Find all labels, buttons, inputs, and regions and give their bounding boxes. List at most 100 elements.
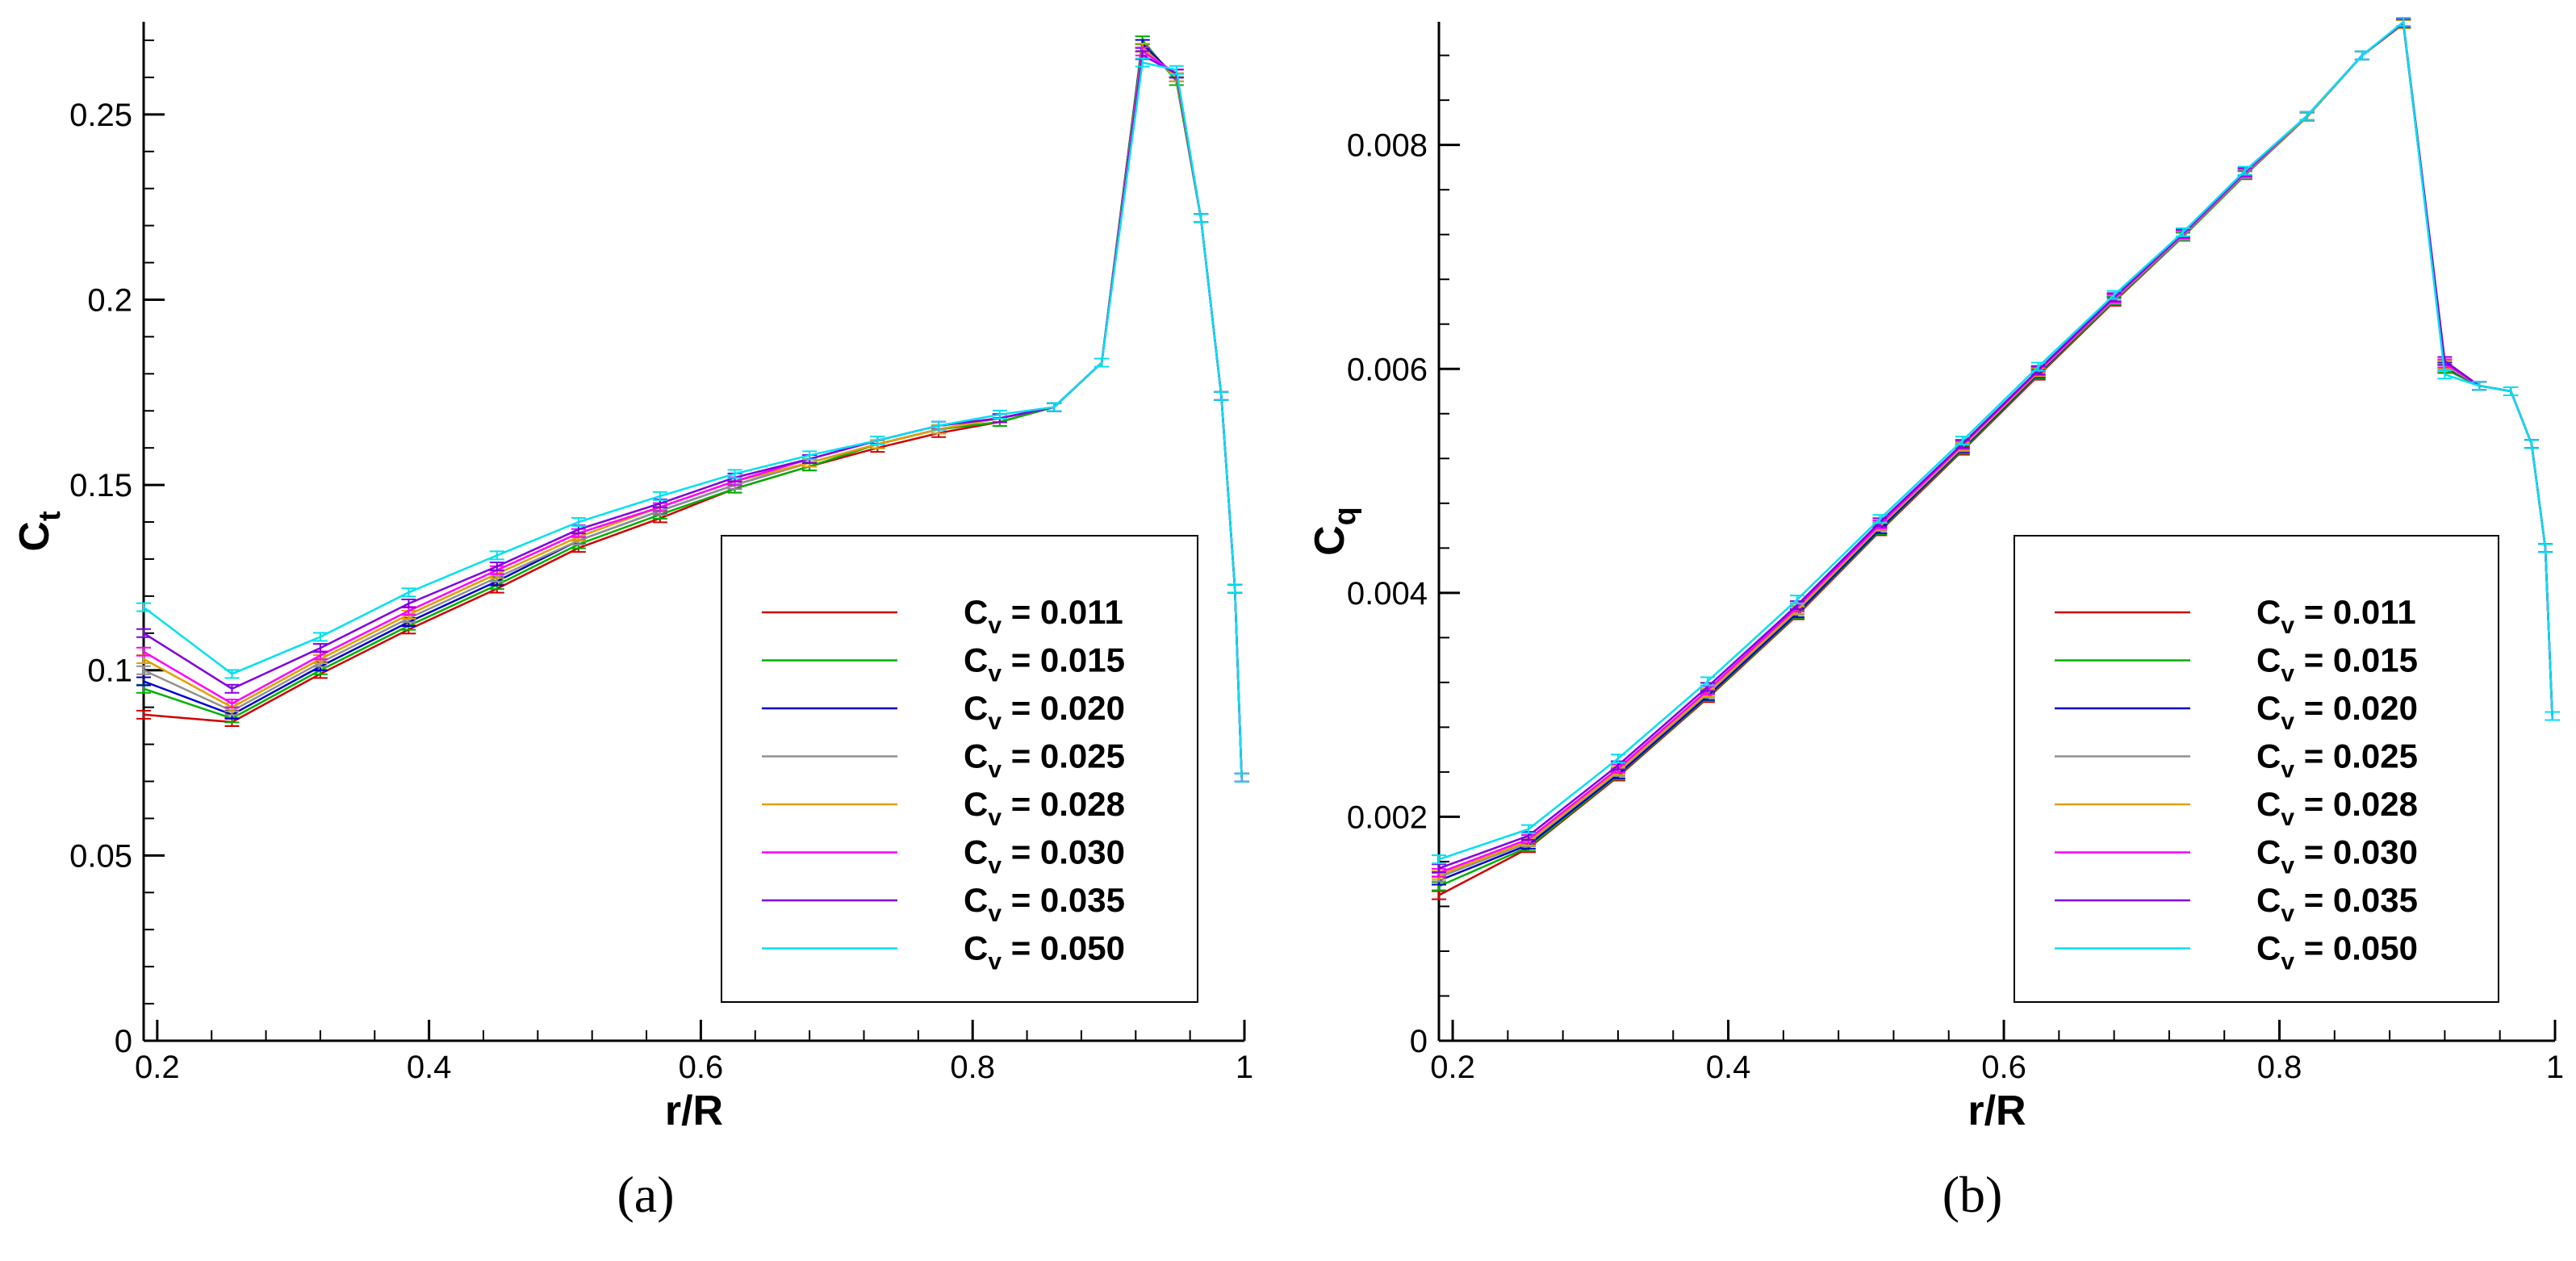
data-point xyxy=(870,435,885,445)
data-point xyxy=(652,491,667,501)
legend-entry-main: C xyxy=(2256,593,2281,631)
y-tick-label: 0.2 xyxy=(87,282,132,318)
legend-entry: Cv = 0.028 xyxy=(964,785,1125,831)
legend-entry-value: = 0.011 xyxy=(2294,593,2416,631)
y-tick-label: 0.008 xyxy=(1347,128,1428,164)
panel-caption: (a) xyxy=(617,1166,674,1223)
legend-entry-sub: v xyxy=(988,757,1002,783)
data-point xyxy=(727,469,742,479)
y-tick-label: 0.15 xyxy=(69,468,132,503)
legend-entry-main: C xyxy=(964,833,988,871)
legend-entry-value: = 0.035 xyxy=(2294,881,2418,919)
data-point xyxy=(2503,386,2519,397)
x-tick-label: 0.8 xyxy=(950,1050,995,1085)
data-point xyxy=(2437,356,2453,366)
data-point xyxy=(1700,676,1715,687)
x-tick-label: 0.2 xyxy=(135,1050,180,1085)
legend-entry-value: = 0.025 xyxy=(2294,737,2418,775)
legend-entry-value: = 0.050 xyxy=(2294,929,2418,967)
legend-entry-sub: v xyxy=(988,661,1002,687)
data-point xyxy=(136,628,151,638)
legend-entry-sub: v xyxy=(2281,612,2294,639)
data-point xyxy=(489,550,504,561)
x-tick-label: 1 xyxy=(1236,1050,1253,1085)
y-tick-label: 0.25 xyxy=(69,98,132,133)
data-point xyxy=(1227,583,1243,594)
data-point xyxy=(224,683,240,694)
y-tick-label: 0.05 xyxy=(69,838,132,874)
legend-entry-sub: v xyxy=(2281,900,2294,927)
y-tick-label: 0.006 xyxy=(1347,352,1428,387)
data-point xyxy=(312,643,328,653)
x-tick-label: 0.8 xyxy=(2257,1050,2302,1085)
y-axis-label-main: C xyxy=(1307,525,1353,556)
legend-entry-value: = 0.030 xyxy=(2294,833,2418,871)
y-tick-label: 0.1 xyxy=(87,653,132,689)
legend-entry: Cv = 0.025 xyxy=(964,737,1125,783)
legend-entry: Cv = 0.025 xyxy=(2256,737,2418,783)
legend-entry-main: C xyxy=(964,641,988,679)
x-axis-label: r/R xyxy=(665,1088,723,1134)
legend-entry: Cv = 0.050 xyxy=(964,929,1125,975)
y-tick-label: 0.004 xyxy=(1347,576,1428,612)
data-point xyxy=(1214,390,1229,401)
data-point xyxy=(136,602,151,612)
legend-entry-value: = 0.020 xyxy=(1002,689,1125,727)
data-point xyxy=(136,676,151,687)
data-point xyxy=(1520,824,1536,834)
data-point xyxy=(1610,754,1625,764)
legend-entry: Cv = 0.030 xyxy=(964,833,1125,879)
legend-entry: Cv = 0.011 xyxy=(964,593,1123,639)
legend-entry-sub: v xyxy=(2281,661,2294,687)
series-line-7 xyxy=(143,61,1243,778)
legend-entry-main: C xyxy=(2256,737,2281,775)
y-axis-label-main: C xyxy=(11,521,58,552)
legend-entry-sub: v xyxy=(988,612,1002,639)
x-tick-label: 1 xyxy=(2546,1050,2564,1085)
x-tick-label: 0.6 xyxy=(1981,1050,2026,1085)
legend-entry: Cv = 0.020 xyxy=(964,689,1125,735)
y-tick-label: 0.002 xyxy=(1347,800,1428,835)
legend-entry-main: C xyxy=(2256,833,2281,871)
legend-box xyxy=(2014,535,2499,1003)
x-tick-label: 0.4 xyxy=(1706,1050,1751,1085)
y-axis-label: Ct xyxy=(11,511,67,552)
data-point xyxy=(1789,595,1804,605)
data-point xyxy=(224,699,240,709)
legend-entry-main: C xyxy=(2256,689,2281,727)
data-point xyxy=(2538,543,2553,553)
legend-entry-sub: v xyxy=(988,949,1002,975)
legend-entry-value: = 0.015 xyxy=(2294,641,2418,679)
y-axis-label-sub: q xyxy=(1328,507,1362,525)
legend-entry: Cv = 0.030 xyxy=(2256,833,2418,879)
legend-entry-sub: v xyxy=(988,900,1002,927)
legend-entry-sub: v xyxy=(2281,853,2294,879)
legend-entry-value: = 0.030 xyxy=(1002,833,1125,871)
data-point xyxy=(931,420,947,431)
x-tick-label: 0.2 xyxy=(1430,1050,1475,1085)
data-point xyxy=(2524,439,2539,449)
y-axis-label-sub: t xyxy=(33,511,67,521)
data-point xyxy=(2545,711,2560,721)
data-point xyxy=(2354,50,2369,61)
legend-entry-main: C xyxy=(2256,929,2281,967)
data-point xyxy=(1135,57,1150,68)
data-point xyxy=(1194,213,1209,223)
data-point xyxy=(224,669,240,679)
data-point xyxy=(489,562,504,572)
data-point xyxy=(136,646,151,657)
data-point xyxy=(992,409,1007,420)
data-point xyxy=(136,665,151,675)
legend-entry-value: = 0.011 xyxy=(1002,593,1123,631)
data-point xyxy=(1432,863,1446,874)
legend-entry-main: C xyxy=(2256,641,2281,679)
legend-entry: Cv = 0.020 xyxy=(2256,689,2418,735)
legend-entry-value: = 0.020 xyxy=(2294,689,2418,727)
data-point xyxy=(1872,514,1888,524)
legend-entry: Cv = 0.035 xyxy=(2256,881,2418,927)
data-point xyxy=(1234,772,1249,783)
legend-entry-value: = 0.028 xyxy=(1002,785,1125,823)
